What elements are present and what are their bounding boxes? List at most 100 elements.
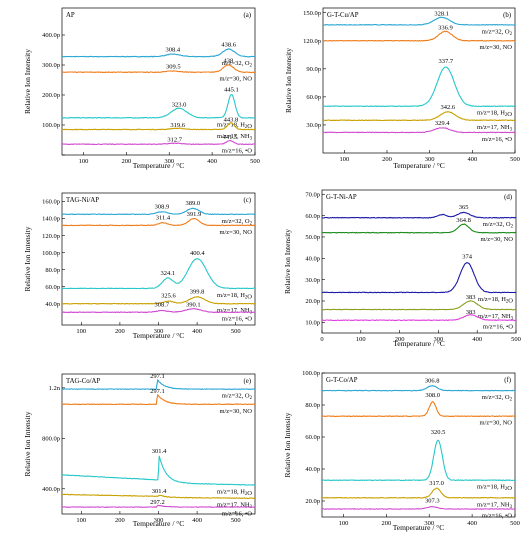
peak-label: 336.9 [438, 25, 453, 32]
chart-panel-a: AP (a) 100 200 300 400 500 100.0p 200.0p 300.0p 40… [23, 7, 260, 170]
peak-label: 441.5 [223, 134, 238, 141]
y-tick-label: 120.0p [42, 233, 60, 240]
series-label: m/z=32, O2 [222, 218, 253, 227]
peak-label: 307.3 [425, 498, 440, 505]
plot-frame [321, 372, 516, 518]
series-line [62, 493, 256, 500]
y-tick-label: 140.0p [42, 216, 60, 223]
series-line [61, 296, 256, 305]
series-line [321, 506, 516, 510]
y-tick-label: 40.0p [305, 255, 320, 262]
x-axis-label: Temperature / °C [133, 519, 185, 528]
series-line [321, 211, 517, 219]
series-line [61, 258, 256, 290]
series-label: m/z=30, NO [219, 408, 252, 415]
series-label: m/z=18, H2O [217, 292, 252, 301]
x-tick-label: 300 [434, 336, 444, 343]
peak-label: 319.6 [170, 122, 185, 129]
series-label: m/z=18, H2O [217, 121, 252, 130]
y-tick-label: 100.0p [42, 122, 60, 129]
x-axis-label: Temperature / °C [133, 161, 185, 170]
peak-label: 399.8 [190, 288, 205, 295]
x-tick-label: 400 [192, 517, 202, 524]
peak-label: 329.4 [435, 120, 450, 127]
x-tick-label: 100 [76, 328, 86, 335]
series-label: m/z=17, NH3 [478, 313, 514, 322]
y-tick-label: 40.0p [45, 301, 60, 308]
x-tick-label: 100 [76, 517, 86, 524]
peak-label: 323.0 [172, 101, 187, 108]
plot-frame [321, 189, 517, 334]
series-line [321, 439, 515, 482]
y-tick-label: 60.0p [306, 94, 321, 101]
series-label: m/z=32, O2 [222, 60, 253, 69]
plot-frame [322, 7, 516, 154]
chart-panel-d: G-T-Ni-AP (d) 0 100 200 300 400 500 10.0p 20.0p 30… [283, 189, 521, 348]
x-axis-label: Temperature / °C [393, 161, 445, 170]
series-label: m/z=16, •O [222, 148, 252, 155]
panel-title: TAG-Co/AP [66, 378, 100, 385]
peak-label: 325.6 [161, 293, 176, 300]
y-tick-label: 60.0p [305, 434, 320, 441]
chart-panel-c: TAG-Ni/AP (c) 100 200 300 400 500 40.0p 60.0p 80.… [23, 192, 256, 340]
y-tick-label: 80.0p [305, 402, 320, 409]
peak-label: 297.2 [150, 499, 165, 506]
x-tick-label: 300 [425, 156, 435, 163]
peak-label: 320.5 [431, 429, 446, 436]
y-tick-label: 200.0p [42, 92, 60, 99]
peak-label: 312.7 [167, 137, 182, 144]
series-label: m/z=16, •O [482, 136, 512, 143]
x-axis-label: Temperature / °C [393, 523, 445, 532]
y-tick-label: 30.0p [306, 122, 321, 129]
y-tick-label: 1.2n [49, 385, 61, 392]
series-label: m/z=32, O2 [483, 221, 514, 230]
peak-label: 308.0 [425, 392, 440, 399]
series-label: m/z=30, NO [479, 44, 512, 51]
series-line [321, 400, 516, 418]
series-line [61, 139, 256, 146]
y-tick-label: 800.0p [42, 436, 60, 443]
y-tick-label: 150.0p [303, 10, 321, 17]
y-tick-label: 300.0p [42, 62, 60, 69]
series-label: m/z=18, H2O [217, 488, 252, 497]
series-line [322, 127, 516, 134]
series-label: m/z=18, H2O [478, 296, 513, 305]
panel-title: AP [66, 12, 75, 19]
panel-letter: (a) [243, 12, 251, 19]
x-tick-label: 200 [115, 517, 125, 524]
x-tick-label: 200 [382, 156, 392, 163]
series-line [61, 218, 256, 227]
series-label: m/z=17, NH3 [477, 501, 513, 510]
peak-label: 374 [462, 253, 473, 260]
series-line [62, 207, 256, 216]
series-line [61, 64, 256, 74]
series-line [323, 110, 516, 122]
peak-label: 337.7 [438, 58, 453, 65]
y-tick-label: 120.0p [303, 38, 321, 45]
peak-label: 365 [459, 204, 469, 211]
y-tick-label: 160.0p [42, 199, 60, 206]
y-tick-label: 10.0p [305, 320, 320, 327]
series-line [61, 308, 256, 314]
x-tick-label: 200 [121, 158, 131, 165]
x-tick-label: 200 [115, 328, 125, 335]
y-tick-label: 40.0p [305, 466, 320, 473]
x-tick-label: 0 [320, 336, 323, 343]
y-axis-label: Relative Ion Intensity [23, 226, 32, 291]
x-tick-label: 300 [424, 520, 434, 527]
series-line [61, 393, 256, 406]
series-label: m/z=18, H2O [477, 484, 512, 493]
y-tick-label: 100.0p [42, 250, 60, 257]
x-tick-label: 400 [207, 158, 217, 165]
series-line [321, 487, 516, 499]
series-label: m/z=16, •O [482, 513, 512, 520]
series-line [321, 314, 517, 322]
series-line [322, 16, 516, 26]
peak-label: 390.1 [186, 301, 201, 308]
x-tick-label: 500 [511, 336, 521, 343]
y-axis-label: Relative Ion Intensity [283, 229, 292, 294]
peak-label: 324.1 [160, 270, 175, 277]
peak-label: 443.8 [224, 117, 239, 124]
series-line [322, 223, 517, 234]
